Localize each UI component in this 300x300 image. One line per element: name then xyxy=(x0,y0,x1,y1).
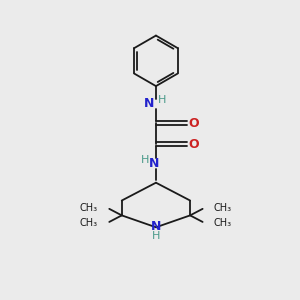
Text: H: H xyxy=(158,95,167,105)
Text: CH₃: CH₃ xyxy=(80,218,98,227)
Text: N: N xyxy=(151,220,161,233)
Text: CH₃: CH₃ xyxy=(214,203,232,213)
Text: N: N xyxy=(149,157,160,170)
Text: CH₃: CH₃ xyxy=(80,203,98,213)
Text: N: N xyxy=(144,98,154,110)
Text: CH₃: CH₃ xyxy=(214,218,232,227)
Text: H: H xyxy=(152,231,160,241)
Text: H: H xyxy=(140,155,149,165)
Text: O: O xyxy=(188,138,199,151)
Text: O: O xyxy=(188,117,199,130)
